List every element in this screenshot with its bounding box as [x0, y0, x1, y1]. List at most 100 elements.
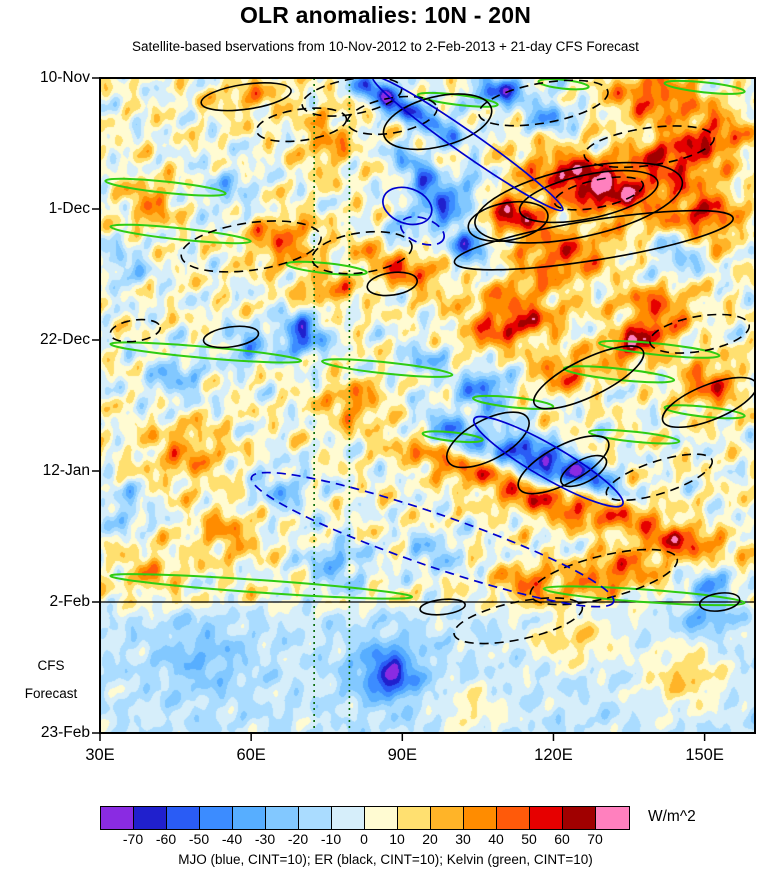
y-axis-label: 10-Nov: [40, 69, 90, 86]
er-contour: [366, 271, 419, 297]
y-axis-label: 23-Feb: [40, 724, 90, 741]
er-contour: [698, 592, 741, 612]
y-axis-label: 2-Feb: [49, 593, 91, 610]
kelvin-contour: [321, 358, 454, 378]
chart-subtitle: Satellite-based bservations from 10-Nov-…: [132, 39, 639, 54]
er-contour: [202, 325, 260, 349]
x-axis-label: 150E: [685, 746, 724, 764]
colorbar-cell: [464, 807, 497, 829]
colorbar-cell: [266, 807, 299, 829]
er-contour: [661, 376, 755, 429]
er-contour: [382, 93, 493, 151]
colorbar-cell: [200, 807, 233, 829]
chart-title: OLR anomalies: 10N - 20N: [239, 2, 532, 28]
kelvin-contour: [472, 394, 555, 410]
cfs-forecast-label: Forecast: [24, 686, 78, 701]
kelvin-contour: [663, 404, 746, 420]
colorbar-tick-label: -50: [188, 831, 210, 847]
x-axis-label: 90E: [387, 746, 417, 764]
er-contour: [532, 345, 645, 410]
kelvin-contour: [109, 223, 252, 245]
cfs-forecast-label: CFS: [37, 658, 65, 673]
mjo-contour: [382, 186, 433, 226]
colorbar-tick-label: -20: [287, 831, 309, 847]
colorbar-cell: [101, 807, 134, 829]
colorbar-tick-label: 50: [521, 831, 537, 847]
kelvin-contour: [587, 428, 681, 445]
colorbar-cell: [167, 807, 200, 829]
kelvin-contour: [537, 78, 590, 91]
colorbar-tick-label: 0: [360, 831, 368, 847]
kelvin-contour: [104, 177, 227, 197]
kelvin-contour: [542, 585, 746, 607]
colorbar-cell: [233, 807, 266, 829]
colorbar-tick-label: 70: [587, 831, 603, 847]
colorbar-tick-label: 30: [455, 831, 471, 847]
colorbar-tick-label: -40: [221, 831, 243, 847]
er-contour: [517, 435, 610, 495]
y-axis-label: 12-Jan: [42, 462, 90, 479]
er-contour: [200, 82, 292, 112]
mjo-contour: [250, 471, 615, 608]
colorbar-cell: [134, 807, 167, 829]
kelvin-contour: [562, 365, 676, 384]
kelvin-contour: [416, 91, 499, 108]
mjo-contour: [371, 78, 564, 212]
er-contour: [553, 176, 645, 211]
er-contour: [605, 453, 714, 502]
colorbar-tick-label: 10: [389, 831, 405, 847]
er-contour: [109, 318, 162, 343]
kelvin-contour: [109, 341, 303, 364]
y-axis-label: 22-Dec: [40, 331, 90, 348]
kelvin-contour: [421, 430, 484, 444]
er-contour: [529, 548, 679, 606]
er-contour: [518, 169, 659, 224]
mjo-contour: [399, 215, 446, 246]
colorbar-cell: [431, 807, 464, 829]
er-contour: [477, 79, 609, 127]
colorbar-tick-label: -10: [320, 831, 342, 847]
colorbar-cell: [365, 807, 398, 829]
kelvin-contour: [663, 79, 746, 95]
er-contour: [467, 200, 549, 242]
colorbar-cell: [497, 807, 530, 829]
kelvin-contour: [598, 339, 721, 359]
kelvin-contour: [109, 573, 414, 600]
er-contour: [419, 598, 466, 616]
er-contour: [311, 230, 413, 275]
colorbar-cell: [299, 807, 332, 829]
colorbar-tick-label: 20: [422, 831, 438, 847]
er-contour: [583, 125, 715, 169]
colorbar-tick-label: 40: [488, 831, 504, 847]
er-contour: [180, 220, 322, 273]
colorbar-units: W/m^2: [648, 808, 696, 825]
colorbar-cell: [398, 807, 431, 829]
er-contour: [446, 411, 530, 469]
colorbar-tick-label: 60: [554, 831, 570, 847]
er-contour: [346, 95, 438, 136]
y-axis-label: 1-Dec: [48, 200, 90, 217]
mjo-contour: [472, 415, 624, 508]
er-contour: [649, 313, 751, 354]
legend-caption: MJO (blue, CINT=10); ER (black, CINT=10)…: [178, 852, 593, 867]
colorbar-tick-label: -70: [122, 831, 144, 847]
colorbar-tick-label: -60: [155, 831, 177, 847]
er-contour: [255, 107, 348, 143]
x-axis-label: 30E: [85, 746, 115, 764]
colorbar: [100, 806, 630, 830]
er-contour: [560, 454, 608, 488]
colorbar-cell: [563, 807, 596, 829]
x-axis-label: 120E: [534, 746, 573, 764]
colorbar-tick-label: -30: [254, 831, 276, 847]
colorbar-cell: [596, 807, 629, 829]
er-contour: [474, 161, 684, 244]
plot-contours: [100, 78, 755, 733]
er-contour: [453, 597, 584, 645]
kelvin-contour: [285, 260, 368, 276]
plot-border: [99, 77, 756, 734]
x-axis-label: 60E: [236, 746, 266, 764]
colorbar-cell: [530, 807, 563, 829]
colorbar-cell: [332, 807, 365, 829]
